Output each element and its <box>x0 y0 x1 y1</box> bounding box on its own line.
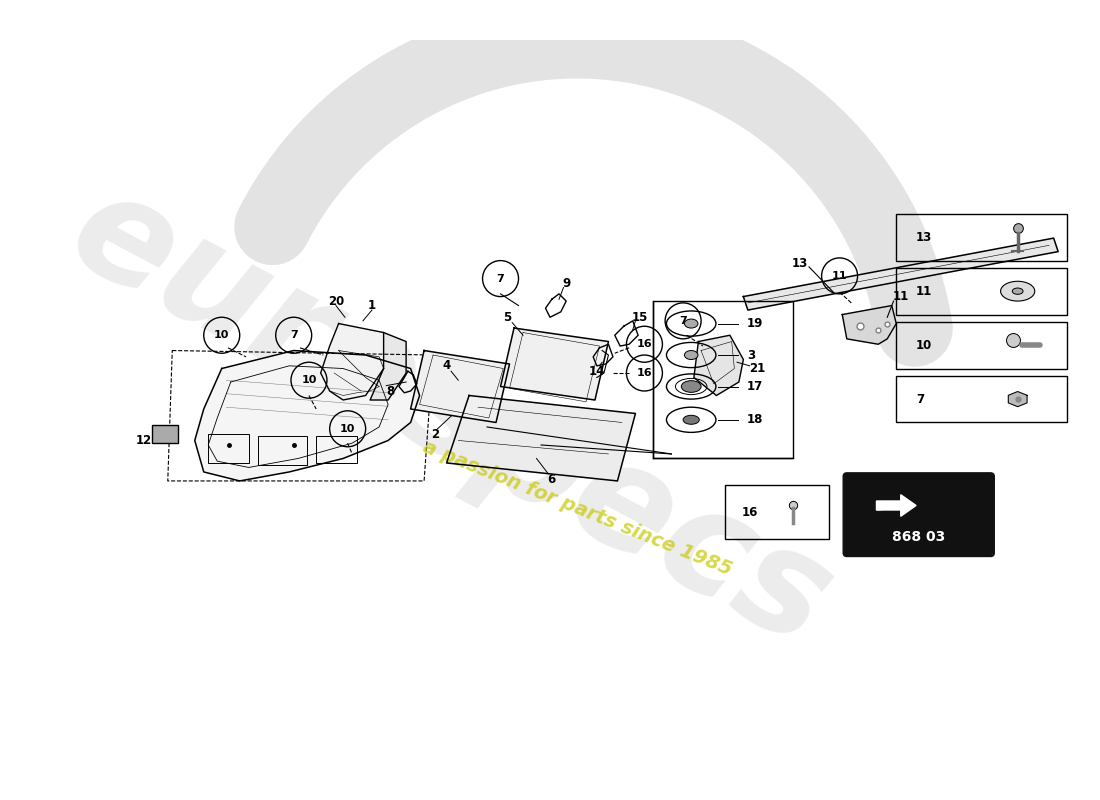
Text: 7: 7 <box>916 393 924 406</box>
Ellipse shape <box>1012 288 1023 294</box>
Text: 7: 7 <box>679 316 688 326</box>
Text: 11: 11 <box>916 285 933 298</box>
Polygon shape <box>447 395 636 481</box>
Polygon shape <box>410 350 509 422</box>
Text: 11: 11 <box>832 271 847 281</box>
Bar <box>896 268 1067 314</box>
Bar <box>257 436 307 465</box>
Text: 4: 4 <box>442 359 451 372</box>
FancyBboxPatch shape <box>844 473 994 557</box>
Text: 13: 13 <box>916 230 933 244</box>
Text: 16: 16 <box>741 506 758 519</box>
Text: 7: 7 <box>497 274 505 283</box>
Text: eurospecs: eurospecs <box>47 159 855 677</box>
Text: 16: 16 <box>637 339 652 350</box>
Bar <box>896 322 1067 369</box>
Ellipse shape <box>684 319 697 328</box>
Text: 21: 21 <box>749 362 764 375</box>
Text: a passion for parts since 1985: a passion for parts since 1985 <box>419 437 735 579</box>
Text: 9: 9 <box>562 277 570 290</box>
Text: 16: 16 <box>637 368 652 378</box>
Text: 10: 10 <box>214 330 230 340</box>
Bar <box>725 486 828 539</box>
Ellipse shape <box>684 350 697 359</box>
Polygon shape <box>877 506 904 510</box>
Text: 1: 1 <box>367 299 376 312</box>
Bar <box>316 436 356 463</box>
Bar <box>896 376 1067 422</box>
Bar <box>896 214 1067 261</box>
Polygon shape <box>744 238 1058 310</box>
Polygon shape <box>843 306 896 344</box>
Text: 3: 3 <box>747 349 755 362</box>
Text: 6: 6 <box>548 473 556 486</box>
Text: 12: 12 <box>135 434 152 447</box>
Text: 7: 7 <box>289 330 298 340</box>
Bar <box>153 425 178 443</box>
Text: 18: 18 <box>747 414 763 426</box>
Polygon shape <box>1009 391 1027 406</box>
Text: 2: 2 <box>431 428 439 441</box>
Text: 10: 10 <box>301 375 317 386</box>
Text: 8: 8 <box>386 385 394 398</box>
Text: 10: 10 <box>916 338 933 352</box>
Polygon shape <box>370 333 406 400</box>
Ellipse shape <box>1001 282 1035 301</box>
Bar <box>208 434 249 463</box>
Polygon shape <box>195 350 419 481</box>
Text: 5: 5 <box>503 310 512 324</box>
Text: 15: 15 <box>631 310 648 324</box>
Text: 10: 10 <box>340 424 355 434</box>
Text: 19: 19 <box>747 317 763 330</box>
Text: 868 03: 868 03 <box>892 530 945 544</box>
Text: 14: 14 <box>588 365 605 378</box>
Text: 20: 20 <box>328 294 344 307</box>
Polygon shape <box>500 328 608 400</box>
Text: 13: 13 <box>792 257 808 270</box>
Bar <box>653 301 793 458</box>
Polygon shape <box>877 494 916 516</box>
Polygon shape <box>321 323 384 400</box>
Ellipse shape <box>681 381 701 392</box>
Ellipse shape <box>683 415 700 424</box>
Text: 17: 17 <box>747 380 763 393</box>
Text: 11: 11 <box>892 290 909 303</box>
Polygon shape <box>694 335 744 395</box>
